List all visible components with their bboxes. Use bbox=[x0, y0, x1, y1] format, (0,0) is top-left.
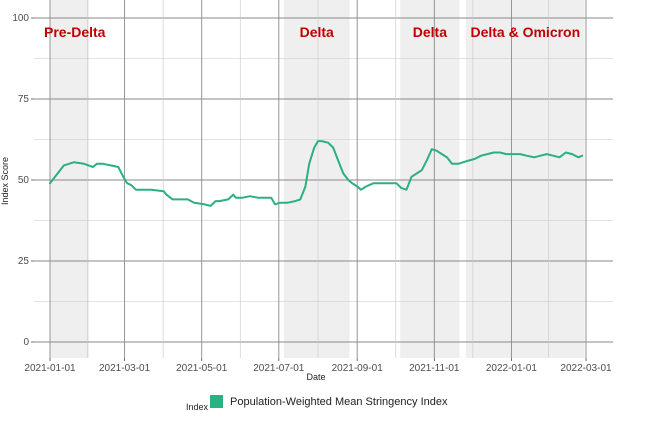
series-lines bbox=[49, 140, 584, 207]
x-tick-label-6: 2022-01-01 bbox=[486, 363, 538, 374]
y-axis-title: Index Score bbox=[0, 157, 10, 205]
series-line-0 bbox=[49, 140, 584, 207]
y-axis: 0 25 50 75 100 bbox=[12, 13, 34, 348]
y-tick-label-2: 50 bbox=[18, 175, 30, 186]
shaded-period-3 bbox=[465, 0, 585, 358]
x-tick-label-7: 2022-03-01 bbox=[560, 363, 612, 374]
shaded-period-2 bbox=[400, 0, 460, 358]
legend-swatch bbox=[210, 395, 223, 408]
x-axis-title: Date bbox=[306, 372, 325, 382]
period-label-3: Delta & Omicron bbox=[470, 24, 580, 40]
y-tick-label-1: 25 bbox=[18, 256, 30, 267]
legend: Index Population‐Weighted Mean Stringenc… bbox=[186, 395, 448, 412]
y-tick-label-4: 100 bbox=[12, 13, 29, 24]
legend-entry-label: Population‐Weighted Mean Stringency Inde… bbox=[230, 396, 448, 408]
shaded-periods bbox=[50, 0, 585, 358]
y-tick-label-3: 75 bbox=[18, 94, 30, 105]
y-tick-label-0: 0 bbox=[23, 337, 29, 348]
shaded-period-1 bbox=[283, 0, 350, 358]
shaded-period-0 bbox=[50, 0, 90, 358]
x-tick-label-1: 2021-03-01 bbox=[99, 363, 151, 374]
period-label-0: Pre-Delta bbox=[44, 24, 106, 40]
x-axis: 2021-01-01 2021-03-01 2021-05-01 2021-07-01… bbox=[24, 358, 612, 374]
x-tick-label-5: 2021-11-01 bbox=[409, 363, 460, 374]
x-tick-label-0: 2021-01-01 bbox=[24, 363, 76, 374]
period-label-2: Delta bbox=[413, 24, 447, 40]
x-tick-label-4: 2021-09-01 bbox=[332, 363, 384, 374]
x-tick-label-3: 2021-07-01 bbox=[253, 363, 305, 374]
x-tick-label-2: 2021-05-01 bbox=[176, 363, 228, 374]
period-label-1: Delta bbox=[300, 24, 334, 40]
grid-lines bbox=[34, 0, 613, 358]
legend-title: Index bbox=[186, 402, 209, 412]
period-labels: Pre-Delta Delta Delta Delta & Omicron bbox=[44, 24, 580, 40]
